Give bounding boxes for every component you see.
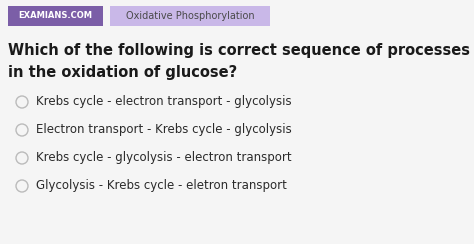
Text: Krebs cycle - electron transport - glycolysis: Krebs cycle - electron transport - glyco… bbox=[36, 95, 292, 109]
Text: Krebs cycle - glycolysis - electron transport: Krebs cycle - glycolysis - electron tran… bbox=[36, 152, 292, 164]
Text: Which of the following is correct sequence of processes: Which of the following is correct sequen… bbox=[8, 42, 470, 58]
Text: Glycolysis - Krebs cycle - eletron transport: Glycolysis - Krebs cycle - eletron trans… bbox=[36, 180, 287, 193]
Text: in the oxidation of glucose?: in the oxidation of glucose? bbox=[8, 64, 237, 80]
FancyBboxPatch shape bbox=[110, 6, 270, 26]
Text: EXAMIANS.COM: EXAMIANS.COM bbox=[18, 11, 92, 20]
Text: Electron transport - Krebs cycle - glycolysis: Electron transport - Krebs cycle - glyco… bbox=[36, 123, 292, 136]
Text: Oxidative Phosphorylation: Oxidative Phosphorylation bbox=[126, 11, 255, 21]
FancyBboxPatch shape bbox=[8, 6, 103, 26]
